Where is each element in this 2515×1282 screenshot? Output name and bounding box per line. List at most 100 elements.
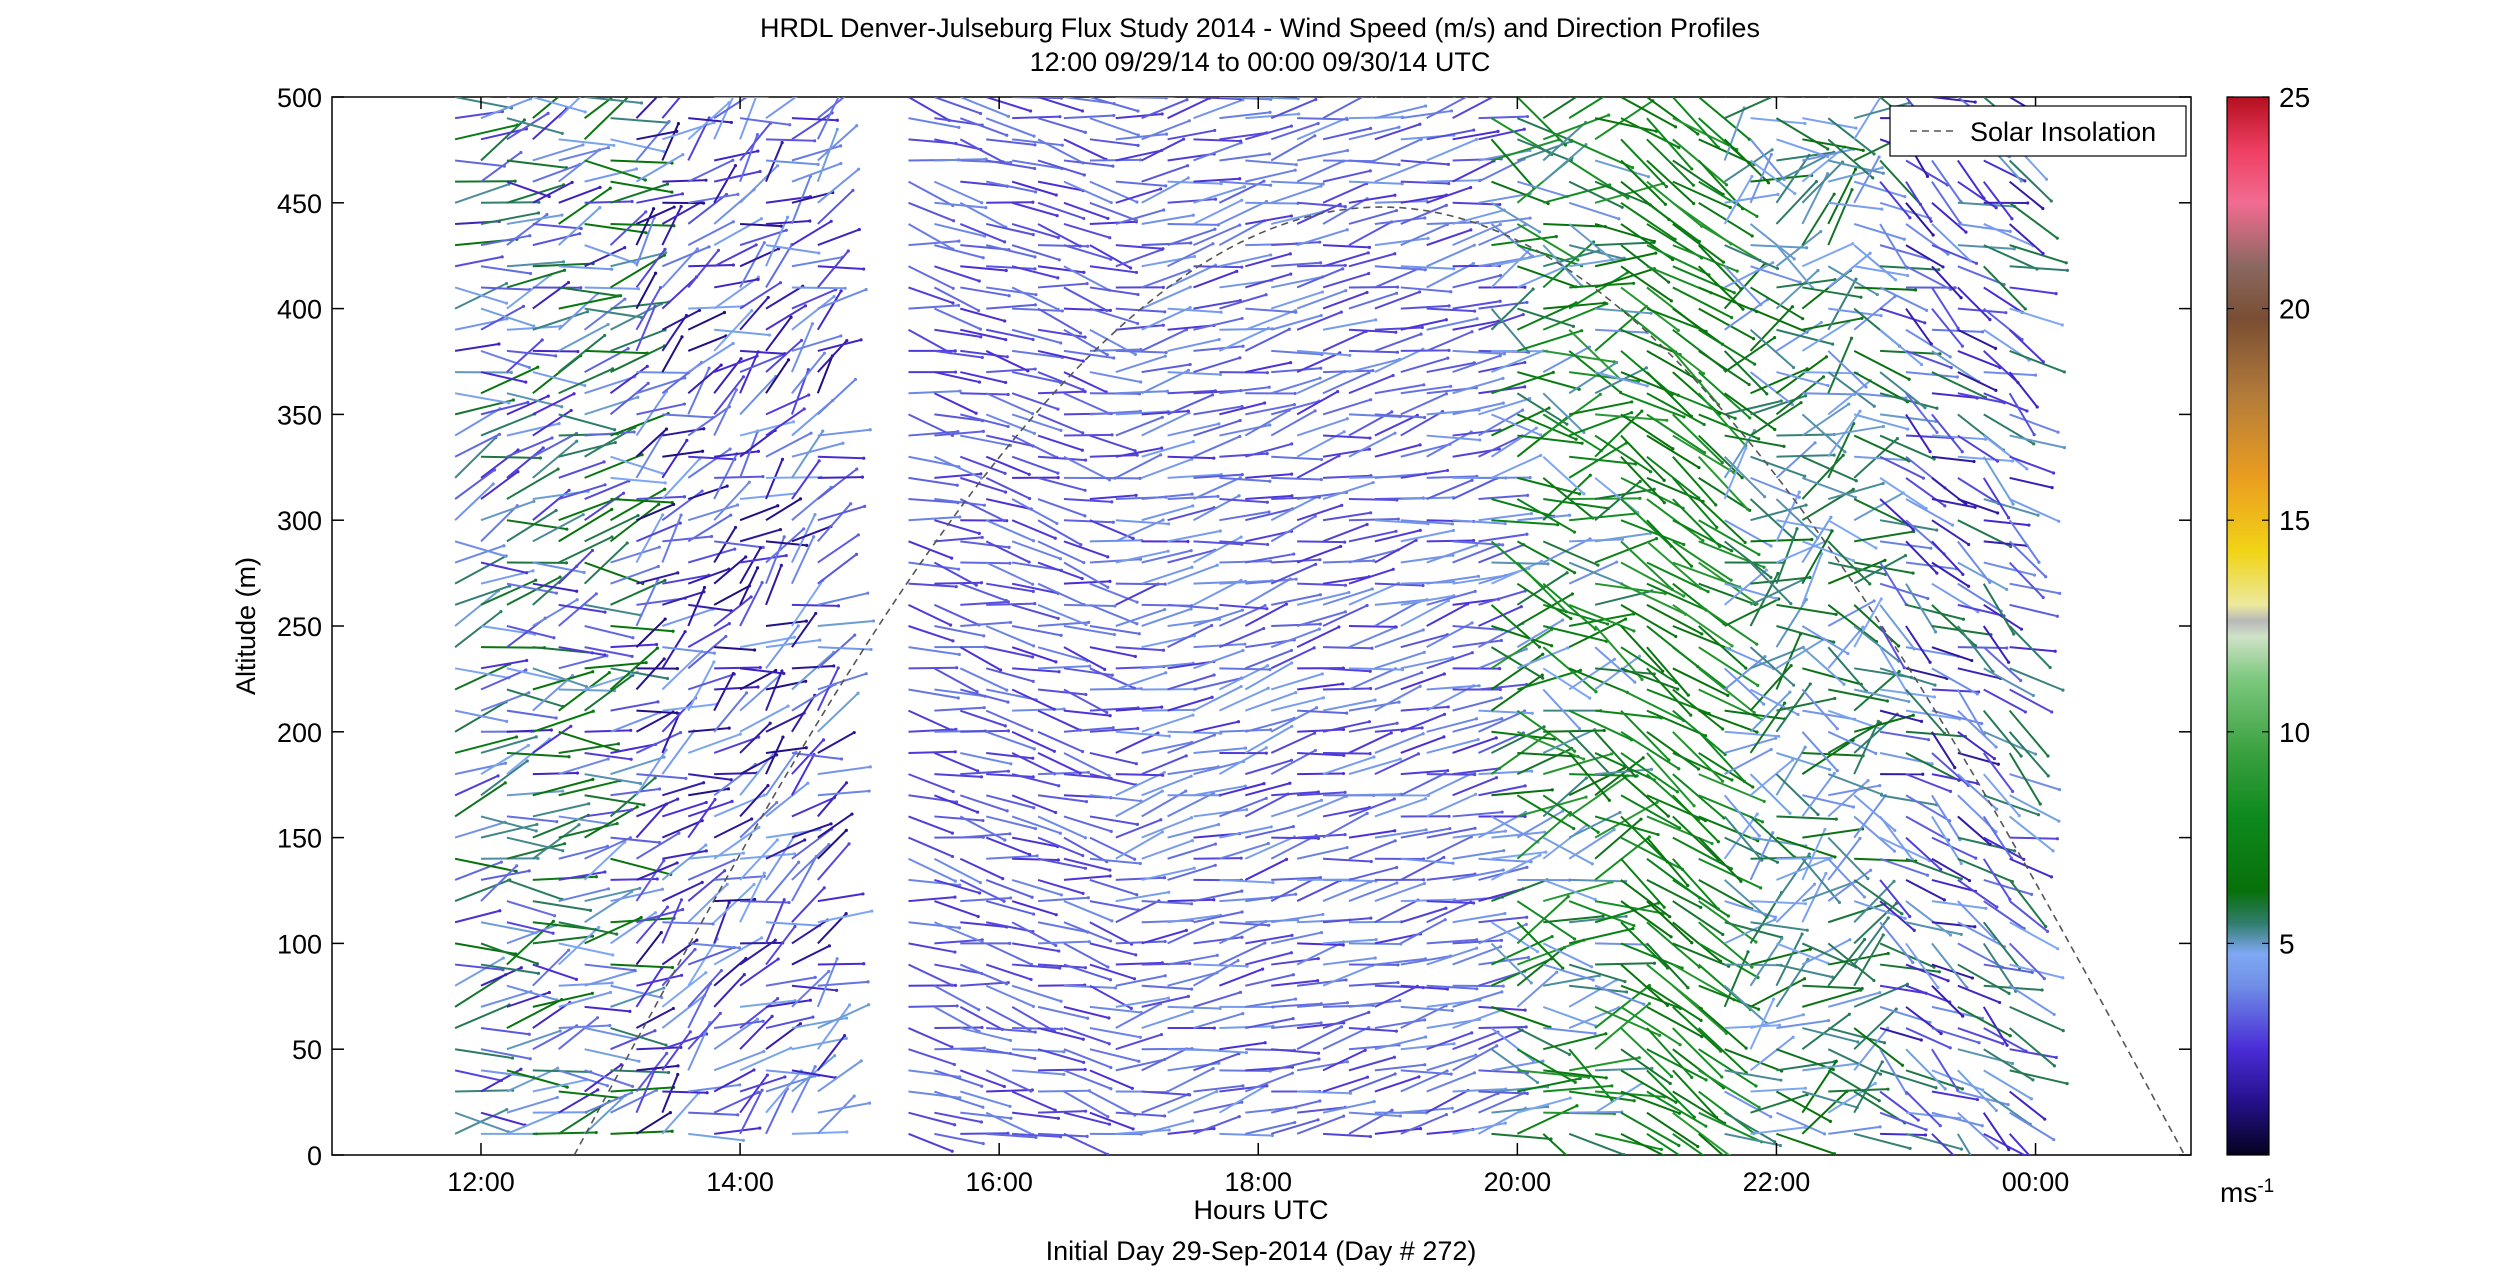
wind-arrow-head	[1186, 176, 1190, 180]
wind-arrow-head	[705, 1091, 709, 1095]
wind-arrow-shaft	[817, 378, 857, 416]
wind-arrow-shaft	[1646, 646, 1690, 696]
wind-arrow-head	[780, 669, 784, 673]
wind-arrow-head	[1313, 731, 1317, 735]
wind-arrow-shaft	[1193, 138, 1241, 143]
wind-arrow-shaft	[1244, 858, 1288, 881]
wind-arrow-head	[762, 241, 766, 245]
wind-arrow-shaft	[480, 990, 532, 1008]
wind-arrow-shaft	[1037, 455, 1086, 462]
wind-arrow-head	[556, 83, 559, 86]
wind-arrow-shaft	[713, 1050, 765, 1072]
wind-arrow-head	[981, 1141, 985, 1146]
wind-arrow-shaft	[1348, 1111, 1401, 1117]
wind-arrow-head	[1565, 571, 1569, 575]
wind-arrow-shaft	[636, 376, 686, 395]
wind-arrow-head	[1530, 254, 1535, 258]
wind-arrow-shaft	[765, 625, 800, 669]
wind-arrow-shaft	[1516, 593, 1573, 627]
wind-arrow-shaft	[1012, 97, 1062, 100]
wind-arrow-shaft	[1115, 818, 1162, 839]
wind-arrow-shaft	[1348, 839, 1396, 860]
wind-arrow-shaft	[1141, 164, 1188, 183]
wind-arrow-head	[982, 706, 986, 710]
wind-arrow-shaft	[584, 1091, 633, 1114]
wind-arrow-shaft	[688, 1111, 738, 1116]
wind-arrow-head	[1167, 890, 1171, 894]
wind-arrow-head	[1008, 561, 1012, 565]
wind-arrow-shaft	[1724, 97, 1726, 98]
wind-arrow-head	[981, 1105, 985, 1109]
wind-arrow-head	[1452, 1042, 1456, 1046]
wind-arrow-head	[610, 981, 614, 985]
wind-arrow-head	[1006, 1131, 1010, 1135]
wind-arrow-shaft	[739, 352, 786, 374]
wind-arrow-shaft	[1646, 582, 1707, 611]
wind-arrow-shaft	[1452, 97, 1495, 120]
wind-arrow-shaft	[1244, 328, 1290, 352]
wind-arrow-shaft	[1400, 180, 1449, 185]
wind-arrow-shaft	[687, 733, 741, 754]
wind-arrow-head	[953, 983, 958, 987]
wind-arrow-head	[1706, 590, 1710, 594]
wind-arrow-head	[1266, 542, 1270, 547]
wind-arrow-shaft	[584, 492, 625, 522]
wind-arrow-head	[1033, 602, 1037, 606]
wind-arrow-head	[1317, 627, 1322, 631]
wind-arrow-head	[1498, 299, 1502, 303]
wind-arrow-shaft	[791, 887, 825, 923]
wind-arrow-shaft	[1271, 593, 1321, 606]
wind-arrow-shaft	[1568, 811, 1621, 839]
wind-arrow-shaft	[1322, 197, 1368, 225]
wind-arrow-head	[1676, 328, 1680, 332]
wind-arrow-shaft	[610, 857, 671, 876]
wind-arrow-head	[950, 854, 955, 859]
wind-arrow-head	[1345, 228, 1349, 232]
wind-arrow-shaft	[1620, 540, 1673, 591]
wind-arrow-shaft	[454, 610, 502, 648]
wind-arrow-head	[1342, 1114, 1346, 1118]
wind-arrow-head	[1106, 555, 1110, 559]
wind-arrow-head	[1524, 922, 1528, 927]
chart-subtitle: 12:00 09/29/14 to 00:00 09/30/14 UTC	[1030, 47, 1491, 77]
wind-arrow-shaft	[635, 217, 656, 267]
wind-arrow-head	[1795, 527, 1799, 531]
wind-arrow-head	[1365, 1075, 1370, 1079]
wind-arrow-shaft	[1400, 594, 1455, 606]
wind-arrow-head	[1623, 617, 1628, 621]
wind-arrow-head	[1344, 978, 1348, 982]
wind-arrow-head	[1288, 361, 1293, 365]
wind-arrow-shaft	[1594, 366, 1647, 395]
wind-arrow-head	[549, 728, 553, 732]
wind-arrow-shaft	[740, 900, 790, 904]
wind-arrow-head	[1032, 134, 1036, 138]
wind-arrow-head	[843, 61, 846, 64]
wind-arrow-shaft	[1426, 361, 1475, 374]
wind-arrow-head	[1210, 623, 1214, 628]
wind-arrow-head	[603, 610, 607, 614]
wind-arrow-shaft	[1063, 1048, 1112, 1069]
wind-arrow-shaft	[1452, 945, 1502, 966]
wind-arrow-shaft	[1452, 939, 1502, 945]
wind-arrow-head	[1757, 834, 1761, 838]
wind-arrow-head	[1057, 784, 1061, 788]
wind-arrow-shaft	[454, 667, 510, 679]
wind-arrow-head	[1367, 447, 1372, 451]
wind-arrow-head	[1269, 728, 1273, 732]
wind-arrow-head	[1007, 545, 1011, 550]
wind-arrow-shaft	[610, 788, 660, 797]
wind-arrow-shaft	[687, 364, 722, 395]
wind-arrow-shaft	[1568, 223, 1613, 261]
wind-arrow-head	[1730, 549, 1734, 553]
wind-arrow-shaft	[1063, 307, 1111, 312]
wind-arrow-shaft	[532, 163, 581, 183]
wind-arrow-head	[679, 513, 683, 517]
wind-arrow-shaft	[934, 498, 985, 507]
wind-arrow-shaft	[1749, 759, 1794, 797]
wind-arrow-head	[1241, 648, 1245, 653]
wind-arrow-shaft	[1115, 974, 1166, 987]
wind-arrow-shaft	[1594, 223, 1655, 243]
wind-arrow-shaft	[610, 877, 658, 881]
wind-arrow-shaft	[1089, 963, 1135, 980]
wind-arrow-shaft	[985, 900, 1034, 916]
